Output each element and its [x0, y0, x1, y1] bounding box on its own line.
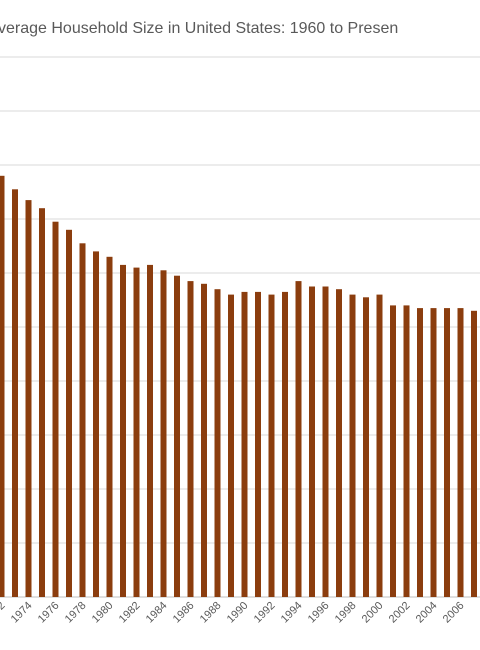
x-tick-label: 2002	[387, 600, 413, 626]
bar	[336, 289, 342, 597]
bar	[147, 264, 153, 597]
x-tick-label: 1992	[252, 600, 278, 626]
x-tick-label: 1986	[171, 600, 197, 626]
bar	[25, 200, 32, 597]
x-tick-label: 1996	[306, 600, 332, 626]
bar	[228, 294, 234, 597]
x-tick-label: 1976	[36, 600, 62, 626]
bar	[133, 267, 140, 597]
bar	[363, 297, 369, 597]
bar	[214, 289, 221, 597]
bar	[282, 291, 288, 597]
bar	[66, 229, 72, 598]
bar	[471, 310, 477, 597]
x-tick-label: 1990	[225, 600, 251, 626]
bar	[160, 270, 167, 597]
x-tick-label: 1998	[333, 600, 359, 626]
bar	[417, 308, 423, 597]
chart-title: verage Household Size in United States: …	[0, 20, 398, 37]
x-tick-label: 2000	[360, 600, 386, 626]
x-tick-label: 2006	[441, 600, 467, 626]
bar	[309, 286, 315, 597]
x-tick-label: 2004	[414, 600, 440, 626]
x-tick-label: 1980	[90, 600, 116, 626]
bar	[12, 189, 18, 598]
x-tick-label: 1974	[9, 600, 35, 626]
bar	[0, 175, 5, 598]
bar	[457, 308, 464, 597]
bar	[295, 281, 302, 597]
bar	[390, 305, 396, 597]
bar	[79, 243, 86, 598]
bar	[268, 294, 275, 597]
bar	[39, 208, 45, 597]
x-tick-label: 1972	[0, 600, 8, 626]
x-tick-label: 1982	[117, 600, 143, 626]
x-tick-label: 1978	[63, 600, 89, 626]
bar	[201, 283, 207, 597]
bar	[120, 264, 126, 597]
bar	[174, 275, 180, 597]
bar	[322, 286, 329, 597]
bar	[376, 294, 383, 597]
bar	[106, 256, 113, 597]
bar	[93, 251, 99, 597]
x-tick-label: 1988	[198, 600, 224, 626]
x-tick-label: 1994	[279, 600, 305, 626]
bar	[255, 291, 261, 597]
bar	[444, 308, 450, 597]
bar	[52, 221, 59, 597]
bar	[430, 308, 437, 597]
bar	[241, 291, 248, 597]
bar	[349, 294, 356, 597]
bar	[403, 305, 410, 597]
bar	[187, 281, 194, 597]
x-tick-label: 1984	[144, 600, 170, 626]
